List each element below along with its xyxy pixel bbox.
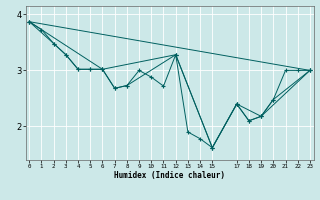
X-axis label: Humidex (Indice chaleur): Humidex (Indice chaleur) bbox=[114, 171, 225, 180]
